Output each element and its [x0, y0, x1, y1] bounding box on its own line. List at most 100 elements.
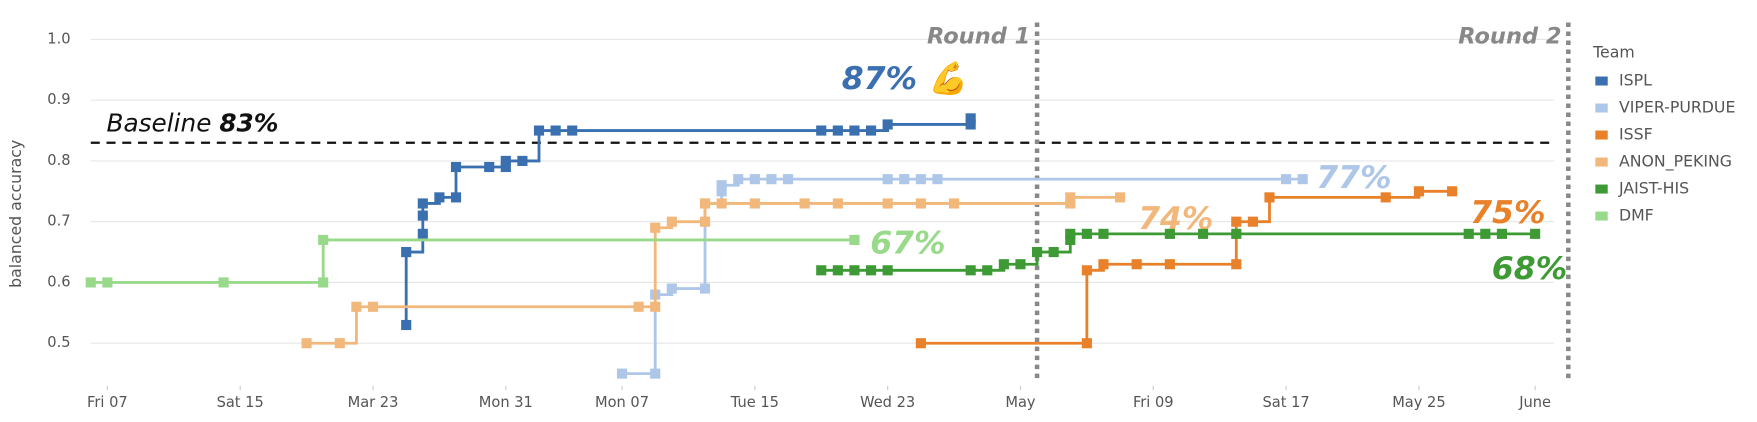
point — [1115, 192, 1126, 203]
y-tick-label: 0.7 — [47, 213, 70, 230]
point — [417, 198, 428, 209]
point — [965, 119, 976, 130]
x-tick-label: Mon 07 — [595, 394, 649, 411]
round-label: Round 2 — [1458, 24, 1561, 50]
round-label: Round 1 — [927, 24, 1030, 50]
point — [1081, 228, 1092, 239]
point — [699, 198, 711, 209]
point — [882, 174, 893, 185]
legend-label: ANON_PEKING — [1619, 152, 1732, 172]
point — [899, 174, 910, 185]
point — [666, 216, 677, 227]
end-label: 75% — [1470, 195, 1545, 231]
legend-swatch — [1595, 76, 1608, 86]
x-tick-label: June — [1518, 394, 1551, 411]
point — [1164, 228, 1175, 239]
point — [1496, 228, 1507, 239]
point — [849, 234, 860, 245]
x-tick-label: Sat 15 — [217, 394, 264, 411]
point — [318, 234, 329, 245]
y-tick-label: 0.8 — [47, 152, 70, 169]
point — [782, 174, 794, 185]
point — [716, 180, 727, 191]
point — [733, 174, 744, 185]
x-tick-label: Sat 17 — [1262, 394, 1309, 411]
point — [1480, 228, 1491, 239]
point — [1098, 259, 1109, 270]
point — [716, 186, 727, 197]
point — [1231, 228, 1242, 239]
end-label: 67% — [870, 225, 945, 261]
point — [1131, 259, 1142, 270]
point — [882, 119, 893, 130]
point — [1413, 186, 1424, 197]
point — [965, 265, 976, 276]
x-tick-label: Mon 31 — [479, 394, 533, 411]
legend-swatch — [1595, 157, 1608, 167]
point — [998, 259, 1009, 270]
point — [1447, 186, 1458, 197]
point — [450, 192, 462, 203]
point — [434, 192, 445, 203]
y-tick-label: 0.9 — [47, 91, 70, 108]
point — [882, 198, 893, 209]
legend-label: JAIST-HIS — [1618, 179, 1689, 198]
point — [716, 198, 727, 209]
x-tick-label: May — [1005, 394, 1036, 411]
point — [816, 265, 827, 276]
point — [650, 368, 661, 379]
point — [1198, 228, 1209, 239]
baseline-value: 83% — [219, 109, 278, 138]
point — [500, 155, 511, 166]
point — [450, 161, 462, 173]
point — [832, 198, 843, 209]
x-tick-label: Wed 23 — [860, 394, 915, 411]
point — [1065, 228, 1076, 239]
point — [932, 174, 943, 185]
baseline-text: Baseline — [107, 109, 212, 138]
point — [401, 247, 412, 258]
point — [1297, 174, 1308, 185]
point — [1065, 198, 1076, 209]
point — [1065, 234, 1076, 245]
point — [1164, 259, 1175, 270]
point — [650, 301, 661, 312]
point — [1081, 265, 1092, 276]
x-tick-label: May 25 — [1392, 394, 1445, 411]
point — [550, 125, 561, 136]
legend-swatch — [1595, 184, 1608, 194]
point — [102, 277, 113, 288]
point — [1530, 228, 1541, 239]
legend-label: DMF — [1619, 206, 1654, 225]
point — [1463, 228, 1474, 239]
point — [699, 216, 711, 227]
point — [1231, 259, 1242, 270]
baseline-label: Baseline 83% — [107, 109, 279, 138]
point — [1081, 338, 1092, 349]
point — [500, 161, 511, 173]
point — [749, 174, 760, 185]
point — [318, 277, 329, 288]
point — [699, 283, 711, 294]
y-tick-label: 0.6 — [47, 273, 70, 290]
point — [1264, 192, 1275, 203]
point — [1015, 259, 1026, 270]
x-tick-label: Fri 07 — [87, 394, 128, 411]
series-line — [90, 238, 855, 284]
y-tick-label: 0.5 — [47, 334, 70, 351]
point — [567, 125, 578, 136]
end-label: 77% — [1316, 160, 1391, 196]
point — [1032, 247, 1043, 258]
point — [351, 301, 362, 312]
legend-label: ISSF — [1619, 125, 1653, 144]
point — [849, 265, 860, 276]
point — [816, 125, 827, 136]
legend-label: VIPER-PURDUE — [1619, 98, 1735, 117]
point — [218, 277, 229, 288]
point — [915, 198, 926, 209]
point — [367, 301, 379, 312]
point — [832, 265, 843, 276]
point — [417, 210, 428, 221]
point — [484, 161, 495, 173]
point — [633, 301, 644, 312]
